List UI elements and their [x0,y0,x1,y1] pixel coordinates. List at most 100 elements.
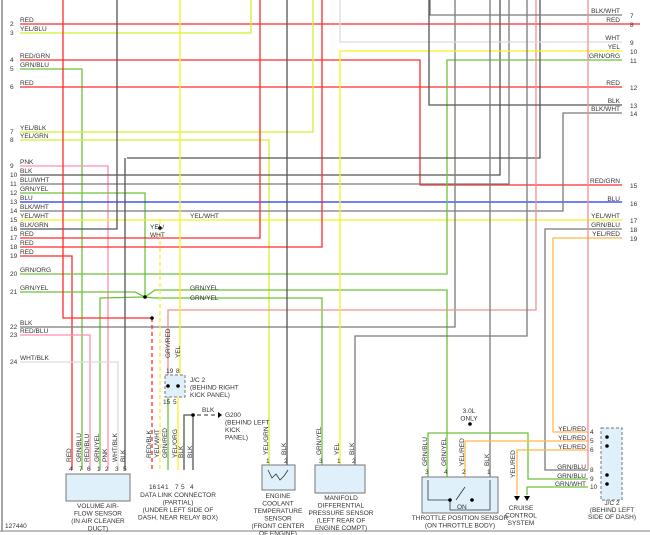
right-wire-label: YEL/RED [592,231,620,238]
left-pin-number: 11 [10,181,17,188]
dlc-caption: (UNDER LEFT SIDE OF [143,507,214,514]
left-pin-number: 7 [10,129,14,136]
jc2-left-caption: (BEHIND LEFT [590,507,634,514]
left-wire-label: BLK/GRN [20,222,49,229]
right-wire-label: RED/GRN [590,178,620,185]
wire [62,0,152,319]
splice-dot [176,384,180,388]
dlc-caption: DATA LINK CONNECTOR [140,492,216,499]
left-pin-number: 5 [10,66,14,73]
vaf-pin-number: 4 [69,466,73,473]
jc2-caption: KICK PANEL) [190,392,230,399]
cruise-caption: CONTROL [505,513,537,520]
left-wire-label: RED/GRN [20,53,50,60]
right-pin-number: 10 [630,49,638,56]
jc2-left-wire-label: GRN/BLU [557,464,586,471]
vaf-caption: DUCT) [88,526,108,533]
dlc-wire-label: YEL/WHT [154,429,161,458]
splice-dot [605,482,609,486]
splice-dot [150,316,154,320]
left-pin-number: 13 [10,199,18,206]
left-pin-number: 14 [10,208,18,215]
tps-pin-number: 2 [462,469,466,476]
vaf-pin-number: 3 [115,466,119,473]
wire [20,139,270,465]
dlc-caption: DASH, NEAR RELAY BOX) [138,515,218,522]
left-pin-number: 9 [10,163,14,170]
right-pin-number: 16 [630,201,638,208]
splice-dot [448,498,452,502]
right-wire-label: RED [606,80,620,87]
right-pin-number: 9 [630,40,634,47]
mid-wire-label: GRN/YEL [190,285,219,292]
mid-wire-label: GRN/YEL [190,295,219,302]
dlc-wire-label: RED/BLK [146,430,153,458]
left-pin-number: 6 [10,84,14,91]
vaf-wire-label: RED/BLU [84,434,91,462]
tps-pin-number: 1 [487,469,491,476]
tps-wire-label: BLK [484,453,491,466]
jc2-left-caption: J/C 2 [604,500,620,507]
connector-arrow-icon [524,496,530,501]
wire [354,0,528,465]
left-pin-number: 15 [10,217,18,224]
wire [20,0,118,230]
dlc-wire-label: YEL/ORG [172,429,179,458]
jc2-left-pin-number: 4 [590,429,594,436]
mdp-caption: (LEFT REAR OF [317,518,366,525]
left-wire-label: RED [20,231,34,238]
dlc-pin-number: 4 [190,484,194,491]
g200-caption: (BEHIND LEFT [225,420,269,427]
wire [429,0,622,16]
left-wire-label: PNK [20,159,34,166]
wire [339,50,622,465]
wire [20,68,83,470]
wire [339,0,622,43]
wire [127,0,541,159]
left-wire-label: BLU/WHT [20,177,49,184]
splice-dot [468,422,472,426]
left-wire-label: RED [20,249,34,256]
right-wire-label: YEL [608,44,621,51]
vaf-pin-number: 1 [97,466,101,473]
jc2-pin-number: 19 [166,368,174,375]
wire [144,289,448,477]
tps-switch-label: ON [457,504,467,511]
vaf-caption: FLOW SENSOR [74,511,122,518]
tps-wire-label: YEL/RED [459,438,466,466]
wire [144,296,323,465]
mid-wire-label: WHT [150,232,165,239]
vaf-caption: (IN AIR CLEANER [71,518,125,525]
splice-dot [158,226,162,230]
vaf-pin-number: 7 [79,466,83,473]
thermistor-icon [267,469,289,481]
left-pin-number: 17 [10,235,18,242]
wire [20,0,261,239]
left-wire-label: GRN/BLU [20,62,49,69]
wire [20,59,622,275]
right-pin-number: 7 [630,13,634,20]
splice-dot [470,498,474,502]
mdp-pin-number: 1 [337,458,341,465]
mdp-pin-number: 2 [352,458,356,465]
figure-number: 127440 [5,523,27,530]
left-pin-number: 12 [10,190,18,197]
engine-coolant-temperature-sensor [261,464,296,491]
right-wire-label: BLK [608,98,621,105]
right-wire-label: RED [606,17,620,24]
jc2-left-wire-label: GRN/BLU [557,473,586,480]
ect-caption: (FRONT CENTER [252,523,305,530]
right-pin-number: 12 [630,85,638,92]
jc2-left-wire-label: YEL/RED [558,435,586,442]
right-wire-label: WHT [605,35,620,42]
g200-caption: KICK [225,427,241,434]
ect-caption: SENSOR [264,516,292,523]
tps-caption: (ON THROTTLE BODY) [425,523,495,530]
mid-wire-label: YEL/ [150,224,164,231]
mdp-wire-label: YEL [334,442,341,455]
left-wire-label: RED [20,17,34,24]
tps-pin-number: 4 [444,469,448,476]
jc2-left-pin-number: 10 [590,484,598,491]
